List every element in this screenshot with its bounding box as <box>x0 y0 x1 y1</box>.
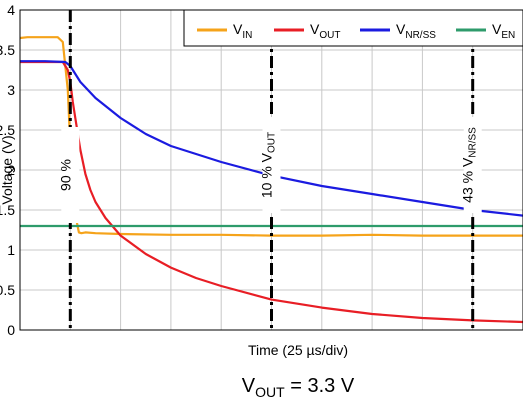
caption-sub: OUT <box>255 384 285 400</box>
caption-main: V <box>242 375 256 397</box>
legend-entry: VNR/SS <box>396 21 436 41</box>
y-tick-label: 2.5 <box>0 122 15 138</box>
legend: VIN VOUT VNR/SS VEN <box>183 9 523 47</box>
y-tick-label: 2 <box>7 162 15 178</box>
marker-label: 43 % VNR/SS <box>459 127 478 203</box>
y-tick-label: 4 <box>7 2 15 18</box>
y-tick-label: 0.5 <box>0 282 15 298</box>
y-tick-label: 1 <box>7 242 15 258</box>
marker-label-bg <box>262 117 281 213</box>
series-line-v-out <box>20 60 523 324</box>
y-tick-label: 3 <box>7 82 15 98</box>
legend-entry: VOUT <box>310 21 340 41</box>
marker-label-bg <box>463 117 482 213</box>
y-tick-labels: 0 0.5 1 1.5 2 2.5 3 3.5 4 <box>0 2 15 338</box>
x-axis-label: Time (25 µs/div) <box>248 342 348 358</box>
legend-entry: VEN <box>492 21 515 41</box>
series-line-v-nr-ss <box>20 60 523 217</box>
y-tick-label: 0 <box>7 322 15 338</box>
marker-label-bg <box>61 127 80 223</box>
caption: VOUT = 3.3 V <box>242 375 355 400</box>
legend-entry: VIN <box>233 21 252 41</box>
y-tick-label: 3.5 <box>0 42 15 58</box>
y-tick-label: 1.5 <box>0 202 15 218</box>
legend-box <box>183 9 523 47</box>
series-line-v-in <box>19 36 523 237</box>
caption-rest: = 3.3 V <box>285 375 355 397</box>
marker-label: 90 % <box>57 159 73 191</box>
marker-label: 10 % VOUT <box>258 132 277 198</box>
marker-lines: 90 % 10 % VOUT 43 % VNR/SS <box>57 10 482 330</box>
y-axis-label: Voltage (V) <box>0 135 15 204</box>
